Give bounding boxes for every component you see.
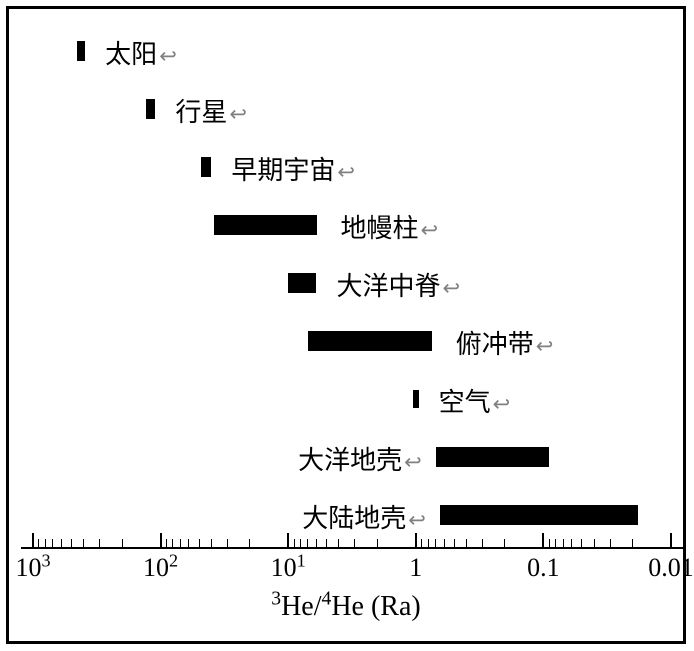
range-bar xyxy=(436,447,550,467)
series-label: 大陆地壳↩ xyxy=(302,498,425,535)
x-tick-major xyxy=(287,533,289,547)
plot-area: 太阳↩行星↩早期宇宙↩地幔柱↩大洋中脊↩俯冲带↩空气↩大洋地壳↩大陆地壳↩103… xyxy=(9,9,683,641)
x-tick-major xyxy=(415,533,417,547)
x-tick-minor xyxy=(326,539,327,547)
x-tick-minor xyxy=(45,539,46,547)
x-tick-minor xyxy=(166,539,167,547)
x-tick-minor xyxy=(466,539,467,547)
return-mark-icon: ↩ xyxy=(443,277,460,300)
return-mark-icon: ↩ xyxy=(337,161,354,184)
series-label-text: 大洋地壳 xyxy=(298,445,402,475)
x-tick-minor xyxy=(61,539,62,547)
series-label-text: 行星 xyxy=(175,97,227,127)
x-tick-label: 102 xyxy=(143,553,178,583)
x-tick-minor xyxy=(377,539,378,547)
x-tick-label: 1 xyxy=(409,553,422,583)
series-label: 太阳↩ xyxy=(105,34,176,71)
x-tick-minor xyxy=(354,539,355,547)
series-label: 地幔柱↩ xyxy=(341,208,438,245)
range-bar xyxy=(77,41,85,61)
x-tick-minor xyxy=(294,539,295,547)
return-mark-icon: ↩ xyxy=(536,335,553,358)
series-label-text: 早期宇宙 xyxy=(231,155,335,185)
return-mark-icon: ↩ xyxy=(408,509,425,532)
series-label-text: 大陆地壳 xyxy=(302,503,406,533)
x-tick-minor xyxy=(482,539,483,547)
x-tick-minor xyxy=(99,539,100,547)
range-bar xyxy=(214,215,316,235)
x-tick-minor xyxy=(338,539,339,547)
x-tick-minor xyxy=(549,539,550,547)
x-tick-major xyxy=(670,533,672,547)
x-tick-minor xyxy=(555,539,556,547)
x-tick-minor xyxy=(52,539,53,547)
x-tick-major xyxy=(160,533,162,547)
series-label: 行星↩ xyxy=(175,92,246,129)
series-label-text: 大洋中脊 xyxy=(337,271,441,301)
x-tick-minor xyxy=(421,539,422,547)
x-tick-minor xyxy=(71,539,72,547)
x-tick-minor xyxy=(211,539,212,547)
series-label: 俯冲带↩ xyxy=(456,324,553,361)
x-tick-minor xyxy=(563,539,564,547)
x-tick-major xyxy=(32,533,34,547)
x-tick-minor xyxy=(38,539,39,547)
x-axis-title: 3He/4He (Ra) xyxy=(9,591,683,623)
x-tick-minor xyxy=(610,539,611,547)
series-label-text: 空气 xyxy=(439,387,491,417)
range-bar xyxy=(288,273,316,293)
x-tick-minor xyxy=(581,539,582,547)
x-tick-minor xyxy=(571,539,572,547)
series-label-text: 俯冲带 xyxy=(456,329,534,359)
x-tick-minor xyxy=(454,539,455,547)
series-label: 大洋地壳↩ xyxy=(298,440,421,477)
x-tick-minor xyxy=(632,539,633,547)
x-tick-minor xyxy=(83,539,84,547)
range-bar xyxy=(413,390,419,408)
x-tick-minor xyxy=(504,539,505,547)
series-label: 早期宇宙↩ xyxy=(231,150,354,187)
range-bar xyxy=(146,99,155,119)
x-tick-minor xyxy=(300,539,301,547)
return-mark-icon: ↩ xyxy=(229,103,246,126)
x-tick-minor xyxy=(428,539,429,547)
series-label: 空气↩ xyxy=(439,382,510,419)
x-tick-minor xyxy=(188,539,189,547)
x-axis-baseline xyxy=(21,547,683,549)
x-tick-minor xyxy=(435,539,436,547)
range-bar xyxy=(308,331,432,351)
x-tick-minor xyxy=(172,539,173,547)
return-mark-icon: ↩ xyxy=(421,219,438,242)
x-tick-label: 103 xyxy=(15,553,50,583)
chart-frame: 太阳↩行星↩早期宇宙↩地幔柱↩大洋中脊↩俯冲带↩空气↩大洋地壳↩大陆地壳↩103… xyxy=(6,6,686,644)
range-bar xyxy=(440,505,639,525)
x-tick-major xyxy=(542,533,544,547)
x-tick-minor xyxy=(316,539,317,547)
x-tick-label: 101 xyxy=(271,553,306,583)
x-tick-minor xyxy=(249,539,250,547)
x-tick-label: 0.01 xyxy=(648,553,694,583)
range-bar xyxy=(201,157,211,177)
x-tick-minor xyxy=(199,539,200,547)
series-label-text: 地幔柱 xyxy=(341,213,419,243)
x-tick-minor xyxy=(227,539,228,547)
return-mark-icon: ↩ xyxy=(159,45,176,68)
series-label: 大洋中脊↩ xyxy=(337,266,460,303)
series-label-text: 太阳 xyxy=(105,39,157,69)
x-tick-minor xyxy=(444,539,445,547)
x-tick-minor xyxy=(594,539,595,547)
x-tick-minor xyxy=(122,539,123,547)
x-tick-minor xyxy=(307,539,308,547)
x-tick-minor xyxy=(180,539,181,547)
return-mark-icon: ↩ xyxy=(404,451,421,474)
x-tick-label: 0.1 xyxy=(527,553,560,583)
return-mark-icon: ↩ xyxy=(493,393,510,416)
